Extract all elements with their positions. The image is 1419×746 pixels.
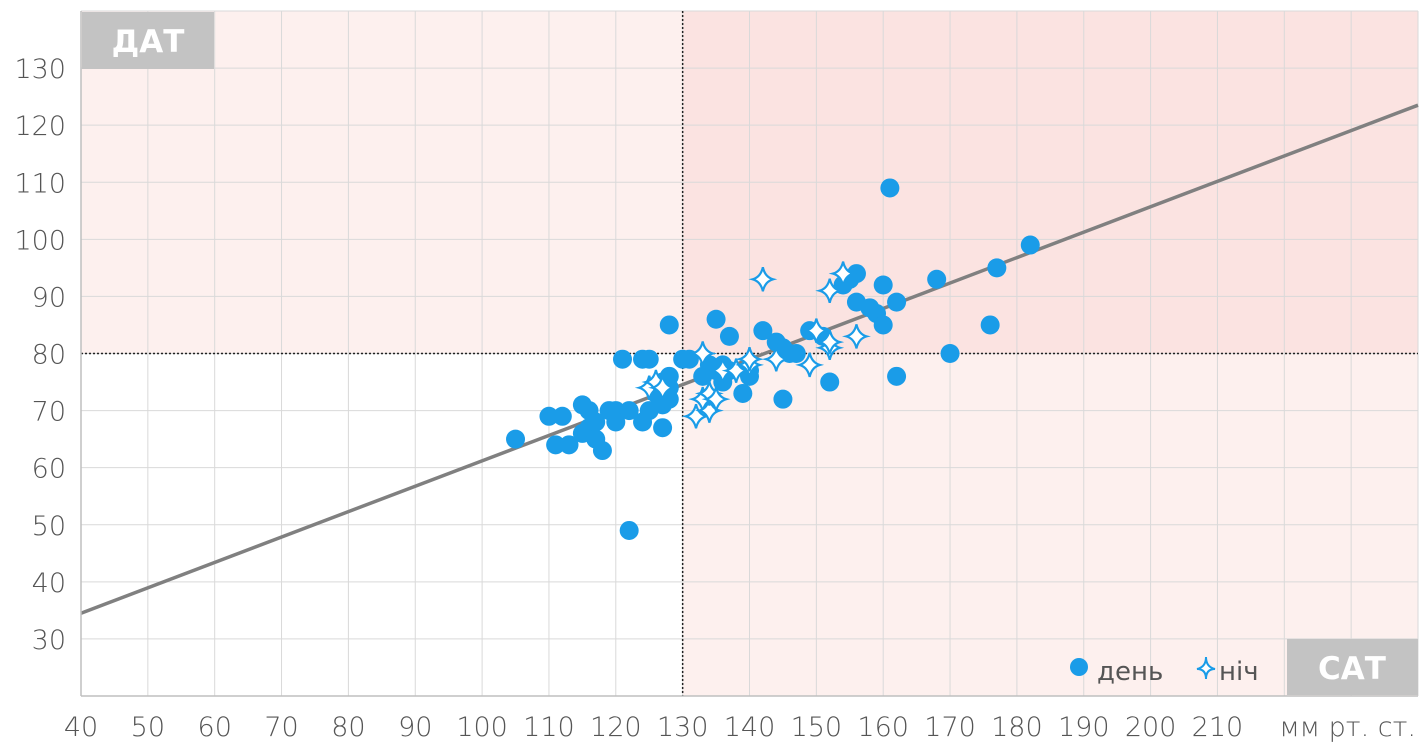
data-point-day <box>546 435 566 455</box>
y-axis-tag: ДАТ <box>82 12 214 69</box>
data-point-day <box>927 269 947 289</box>
data-point-night <box>648 375 678 401</box>
data-point-day <box>606 412 626 432</box>
data-point-day <box>820 372 840 392</box>
data-point-day <box>880 178 900 198</box>
y-tick-label: 80 <box>32 340 66 371</box>
data-point-day <box>786 344 806 363</box>
data-point-day <box>987 258 1007 278</box>
x-tick-labels: 40 50 60 70 80 90 100 110 120 130 140 150 160 170 180 1… <box>64 712 1243 743</box>
data-point-day <box>887 366 907 386</box>
legend-night-label: ніч <box>1219 657 1259 687</box>
data-point-day <box>612 349 632 369</box>
data-point-night <box>721 358 751 383</box>
x-tick-label: 90 <box>398 712 432 743</box>
data-point-night <box>815 329 845 355</box>
x-tick-label: 80 <box>331 712 365 743</box>
x-axis-tag: САТ <box>1287 639 1418 695</box>
data-point-day <box>539 406 559 426</box>
y-tick-label: 40 <box>32 568 66 599</box>
data-point-day <box>619 520 639 540</box>
axes <box>80 11 1418 697</box>
x-tick-label: 170 <box>924 712 976 743</box>
data-point-night <box>688 341 718 366</box>
data-point-day <box>706 309 726 329</box>
x-tick-label: 60 <box>198 712 232 743</box>
y-tick-label: 110 <box>14 168 66 199</box>
y-tick-label: 70 <box>32 397 66 428</box>
legend-night-marker <box>1196 656 1216 680</box>
data-point-day <box>592 441 612 461</box>
legend-day-marker <box>1070 658 1088 676</box>
x-tick-label: 120 <box>590 712 642 743</box>
x-tick-label: 100 <box>456 712 508 743</box>
data-point-day <box>719 326 739 346</box>
legend-day-label: день <box>1097 657 1163 687</box>
data-point-night <box>701 386 731 412</box>
y-tick-label: 50 <box>32 511 66 542</box>
data-point-day <box>506 429 526 449</box>
y-axis-tag-label: ДАТ <box>112 24 185 60</box>
x-tick-label: 70 <box>264 712 298 743</box>
data-point-day <box>733 383 753 403</box>
x-tick-label: 140 <box>724 712 776 743</box>
y-tick-label: 100 <box>14 225 66 256</box>
y-tick-label: 120 <box>14 111 66 142</box>
y-tick-label: 130 <box>14 54 66 85</box>
data-point-night <box>842 324 871 349</box>
y-tick-labels: 30 40 50 60 70 80 90 100 110 120 130 <box>14 54 66 656</box>
data-point-night <box>801 318 831 343</box>
data-point-day <box>559 435 579 455</box>
x-tick-label: 130 <box>657 712 709 743</box>
data-point-day <box>619 401 639 421</box>
data-point-day <box>1020 235 1040 255</box>
y-tick-label: 90 <box>32 282 66 313</box>
x-tick-label: 190 <box>1058 712 1110 743</box>
y-tick-label: 30 <box>32 625 66 656</box>
x-tick-label: 160 <box>857 712 909 743</box>
x-unit-label: мм рт. ст. <box>1279 712 1416 743</box>
data-point-night <box>761 346 791 372</box>
data-point-day <box>773 389 793 409</box>
data-point-night <box>735 346 764 372</box>
legend: день ніч <box>1070 656 1259 687</box>
data-point-night <box>681 404 711 429</box>
data-point-day <box>940 344 960 363</box>
data-point-day <box>639 349 659 369</box>
x-tick-label: 210 <box>1192 712 1244 743</box>
x-tick-label: 150 <box>791 712 843 743</box>
data-point-day <box>873 315 893 335</box>
x-axis-tag-label: САТ <box>1318 651 1386 687</box>
x-tick-label: 50 <box>131 712 165 743</box>
x-tick-label: 110 <box>523 712 575 743</box>
data-point-night <box>795 352 825 378</box>
data-point-night <box>828 261 858 286</box>
data-point-day <box>873 275 893 295</box>
data-point-day <box>653 418 673 438</box>
data-point-day <box>586 412 606 432</box>
x-tick-label: 180 <box>991 712 1043 743</box>
data-point-day <box>552 406 572 426</box>
data-points <box>506 178 1040 540</box>
x-tick-label: 40 <box>64 712 98 743</box>
data-point-day <box>753 321 773 341</box>
data-point-day <box>659 315 679 335</box>
y-tick-label: 60 <box>32 454 66 485</box>
x-tick-label: 200 <box>1125 712 1177 743</box>
data-point-day <box>980 315 1000 335</box>
data-point-day <box>887 292 907 312</box>
data-point-night <box>815 278 845 303</box>
data-point-night <box>748 267 778 292</box>
